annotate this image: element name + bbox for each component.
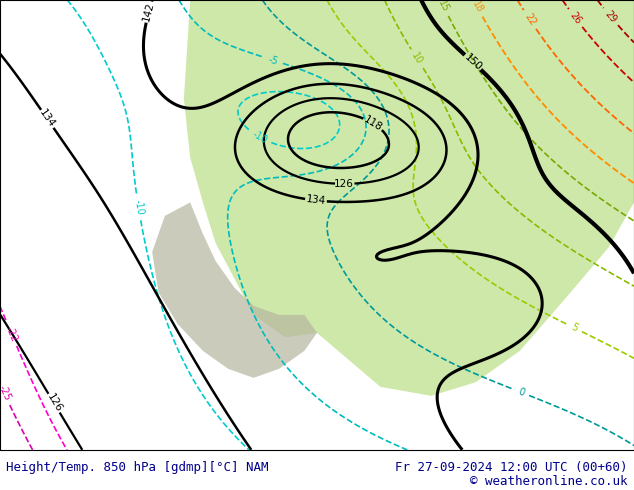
Text: 142: 142 — [141, 1, 156, 23]
Text: 126: 126 — [44, 392, 63, 414]
Text: Height/Temp. 850 hPa [gdmp][°C] NAM: Height/Temp. 850 hPa [gdmp][°C] NAM — [6, 461, 269, 474]
Text: 134: 134 — [37, 108, 57, 130]
Text: -25: -25 — [0, 384, 12, 403]
Text: -10: -10 — [133, 199, 145, 216]
Polygon shape — [152, 202, 317, 378]
Text: 126: 126 — [333, 179, 353, 189]
Text: 18: 18 — [470, 0, 484, 15]
Text: 134: 134 — [306, 195, 327, 206]
Text: © weatheronline.co.uk: © weatheronline.co.uk — [470, 475, 628, 488]
Text: 150: 150 — [462, 52, 484, 73]
Polygon shape — [184, 0, 634, 396]
Text: -22: -22 — [4, 325, 20, 343]
Text: 0: 0 — [517, 387, 526, 398]
Text: 15: 15 — [436, 0, 451, 14]
Text: Fr 27-09-2024 12:00 UTC (00+60): Fr 27-09-2024 12:00 UTC (00+60) — [395, 461, 628, 474]
Text: 22: 22 — [522, 12, 538, 27]
Text: 10: 10 — [410, 51, 425, 67]
Text: -5: -5 — [268, 54, 280, 67]
Text: 118: 118 — [362, 114, 384, 133]
Text: 29: 29 — [603, 9, 619, 24]
Text: 26: 26 — [567, 10, 583, 26]
Text: 5: 5 — [569, 322, 579, 334]
Text: -10: -10 — [250, 129, 269, 145]
